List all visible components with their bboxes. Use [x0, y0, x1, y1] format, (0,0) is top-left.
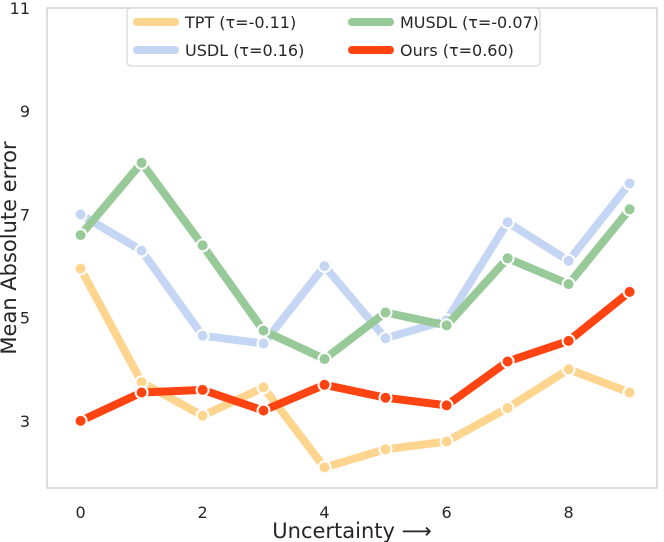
y-tick-label: 11 — [10, 0, 30, 18]
y-axis-label: Mean Absolute error — [0, 141, 21, 355]
data-point — [134, 385, 149, 400]
x-tick-labels: 0 2 4 6 8 — [76, 503, 574, 522]
series-line-2 — [76, 158, 634, 363]
series-line-3 — [76, 287, 634, 425]
data-point — [622, 176, 637, 191]
data-point — [378, 331, 393, 346]
data-point — [378, 442, 393, 457]
series-line-1 — [76, 179, 634, 348]
legend-label: USDL (τ=0.16) — [185, 41, 304, 60]
data-point — [317, 460, 332, 475]
data-point — [622, 284, 637, 299]
data-point — [256, 403, 271, 418]
data-point — [134, 155, 149, 170]
data-point — [500, 251, 515, 266]
data-point — [256, 323, 271, 338]
legend: TPT (τ=-0.11) USDL (τ=0.16) MUSDL (τ=-0.07… — [126, 7, 541, 67]
data-point — [256, 380, 271, 395]
data-point — [439, 434, 454, 449]
data-point — [134, 243, 149, 258]
data-point — [500, 215, 515, 230]
data-point — [195, 408, 210, 423]
data-point — [500, 354, 515, 369]
data-point — [195, 382, 210, 397]
data-point — [73, 261, 88, 276]
data-point — [317, 352, 332, 366]
data-point — [256, 336, 271, 351]
data-point — [561, 362, 576, 377]
data-point — [73, 413, 88, 428]
x-tick-label: 6 — [442, 503, 452, 522]
y-tick-label: 9 — [20, 102, 30, 121]
x-axis-label: Uncertainty ⟶ — [272, 519, 431, 542]
data-point — [195, 328, 210, 343]
y-tick-label: 5 — [20, 309, 30, 328]
x-tick-label: 8 — [564, 503, 574, 522]
data-point — [195, 238, 210, 253]
legend-box — [126, 7, 541, 67]
y-tick-labels: 3 5 7 9 11 — [10, 0, 30, 431]
series-layer — [73, 155, 637, 475]
series-line-0 — [76, 264, 634, 472]
data-point — [73, 228, 88, 243]
legend-entries: TPT (τ=-0.11) USDL (τ=0.16) MUSDL (τ=-0.07… — [133, 13, 539, 60]
x-tick-label: 2 — [198, 503, 208, 522]
data-point — [73, 207, 88, 222]
legend-label: MUSDL (τ=-0.07) — [400, 13, 539, 32]
legend-label: Ours (τ=0.60) — [400, 41, 514, 60]
x-tick-label: 4 — [319, 503, 329, 522]
data-point — [317, 377, 332, 392]
x-tick-label: 0 — [76, 503, 86, 522]
data-point — [622, 202, 637, 217]
data-point — [500, 401, 515, 415]
data-point — [378, 305, 393, 320]
data-point — [439, 398, 454, 413]
y-tick-label: 3 — [20, 412, 30, 431]
data-point — [317, 259, 332, 274]
data-point — [622, 385, 637, 400]
data-point — [561, 253, 576, 268]
data-point — [439, 318, 454, 333]
data-point — [561, 277, 576, 292]
legend-label: TPT (τ=-0.11) — [184, 13, 296, 32]
y-tick-label: 7 — [20, 206, 30, 225]
data-point — [378, 390, 393, 405]
data-point — [561, 333, 576, 348]
